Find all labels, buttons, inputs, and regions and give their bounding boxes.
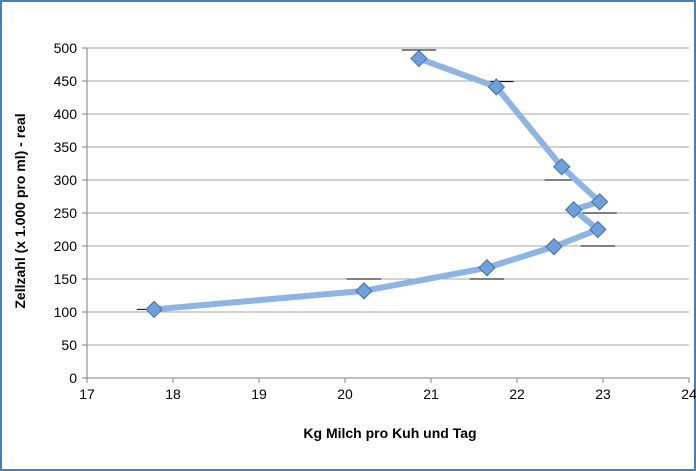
y-tick-label: 450 (54, 73, 78, 89)
x-tick-label: 19 (251, 386, 267, 402)
x-tick-label: 17 (79, 386, 95, 402)
gridlines (87, 47, 689, 346)
series-line-path (151, 55, 603, 313)
data-point (589, 220, 607, 239)
y-tick-label: 400 (54, 106, 78, 122)
x-tick-label: 22 (509, 386, 525, 402)
y-tick-label: 50 (61, 337, 77, 353)
data-point (487, 78, 506, 96)
series-line (151, 55, 603, 313)
x-tick-label: 18 (165, 386, 181, 402)
data-point (410, 49, 428, 68)
x-tick-label: 24 (681, 386, 696, 402)
data-point (145, 300, 163, 319)
y-tick-label: 150 (54, 271, 78, 287)
y-tick-labels: 0 50 100 150 200 250 300 350 400 450 500 (54, 40, 78, 386)
data-point (565, 200, 583, 219)
x-tick-label: 23 (595, 386, 611, 402)
data-point (545, 237, 563, 256)
x-axis-title: Kg Milch pro Kuh und Tag (303, 425, 476, 441)
x-tick-label: 20 (337, 386, 353, 402)
y-axis-title: Zellzahl (x 1.000 pro ml) - real (12, 113, 28, 308)
data-markers (145, 49, 609, 319)
y-tick-label: 350 (54, 139, 78, 155)
y-tick-label: 200 (54, 238, 78, 254)
data-point (590, 193, 609, 211)
x-tick-label: 21 (423, 386, 439, 402)
axes (82, 47, 690, 383)
y-tick-label: 250 (54, 205, 78, 221)
x-tick-labels: 17 18 19 20 21 22 23 24 (79, 386, 696, 402)
y-tick-label: 100 (54, 304, 78, 320)
data-point (553, 158, 571, 176)
data-point (355, 282, 373, 300)
y-tick-label: 500 (54, 40, 78, 56)
y-tick-label: 0 (69, 370, 77, 386)
y-tick-label: 300 (54, 172, 78, 188)
data-point (478, 259, 496, 277)
